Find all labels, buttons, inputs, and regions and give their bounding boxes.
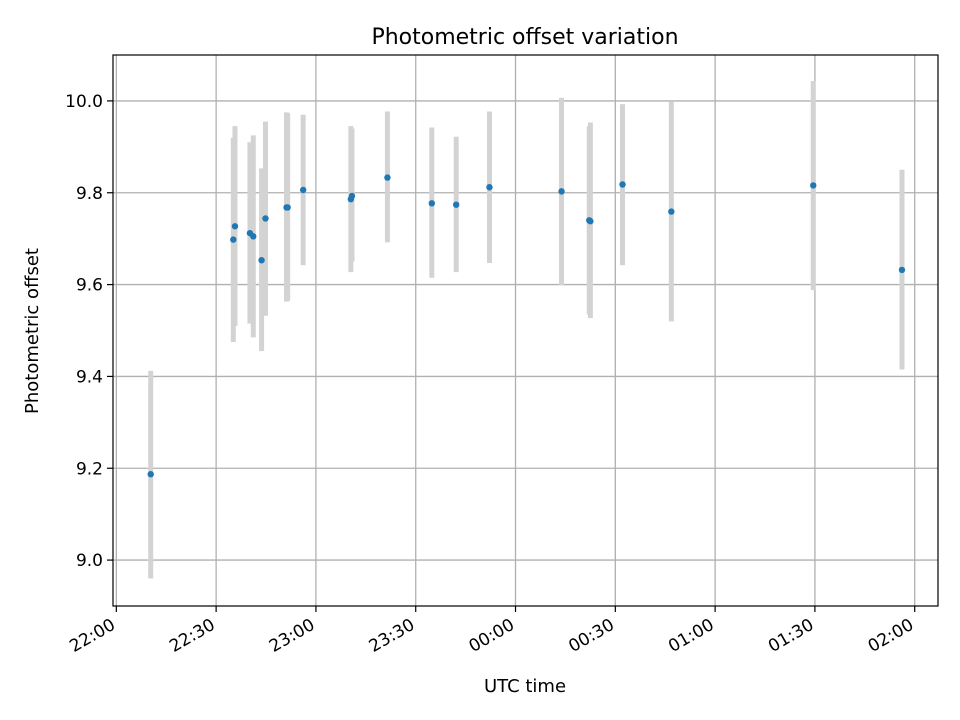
data-point [258, 257, 265, 264]
data-point [299, 186, 307, 194]
data-point [147, 471, 154, 478]
data-point [384, 174, 391, 181]
data-point [619, 181, 626, 188]
chart-title: Photometric offset variation [371, 25, 678, 50]
data-point [284, 204, 291, 211]
data-point [231, 223, 239, 230]
data-point [558, 188, 565, 195]
y-axis-label: Photometric offset [22, 248, 43, 414]
data-point [668, 208, 675, 215]
y-axis-ticks: 9.0 9.2 9.4 9.6 9.8 10.0 [65, 92, 113, 571]
data-point [810, 182, 817, 189]
y-tick-label: 9.2 [76, 459, 103, 479]
data-point [587, 218, 594, 225]
data-point [262, 215, 269, 222]
y-tick-label: 9.8 [76, 184, 103, 204]
data-point [348, 192, 356, 200]
data-points [147, 174, 906, 478]
plot-frame [112, 54, 939, 607]
data-point [452, 201, 460, 208]
data-point [486, 184, 493, 191]
y-tick-label: 9.0 [76, 551, 103, 571]
y-tick-label: 10.0 [65, 92, 103, 112]
data-point [250, 233, 257, 240]
x-axis-label: UTC time [484, 676, 566, 697]
grid-lines [113, 55, 938, 606]
y-tick-label: 9.4 [76, 367, 103, 387]
y-tick-label: 9.6 [76, 276, 103, 296]
data-point [428, 200, 436, 207]
data-point [898, 266, 906, 274]
data-point [230, 236, 237, 243]
